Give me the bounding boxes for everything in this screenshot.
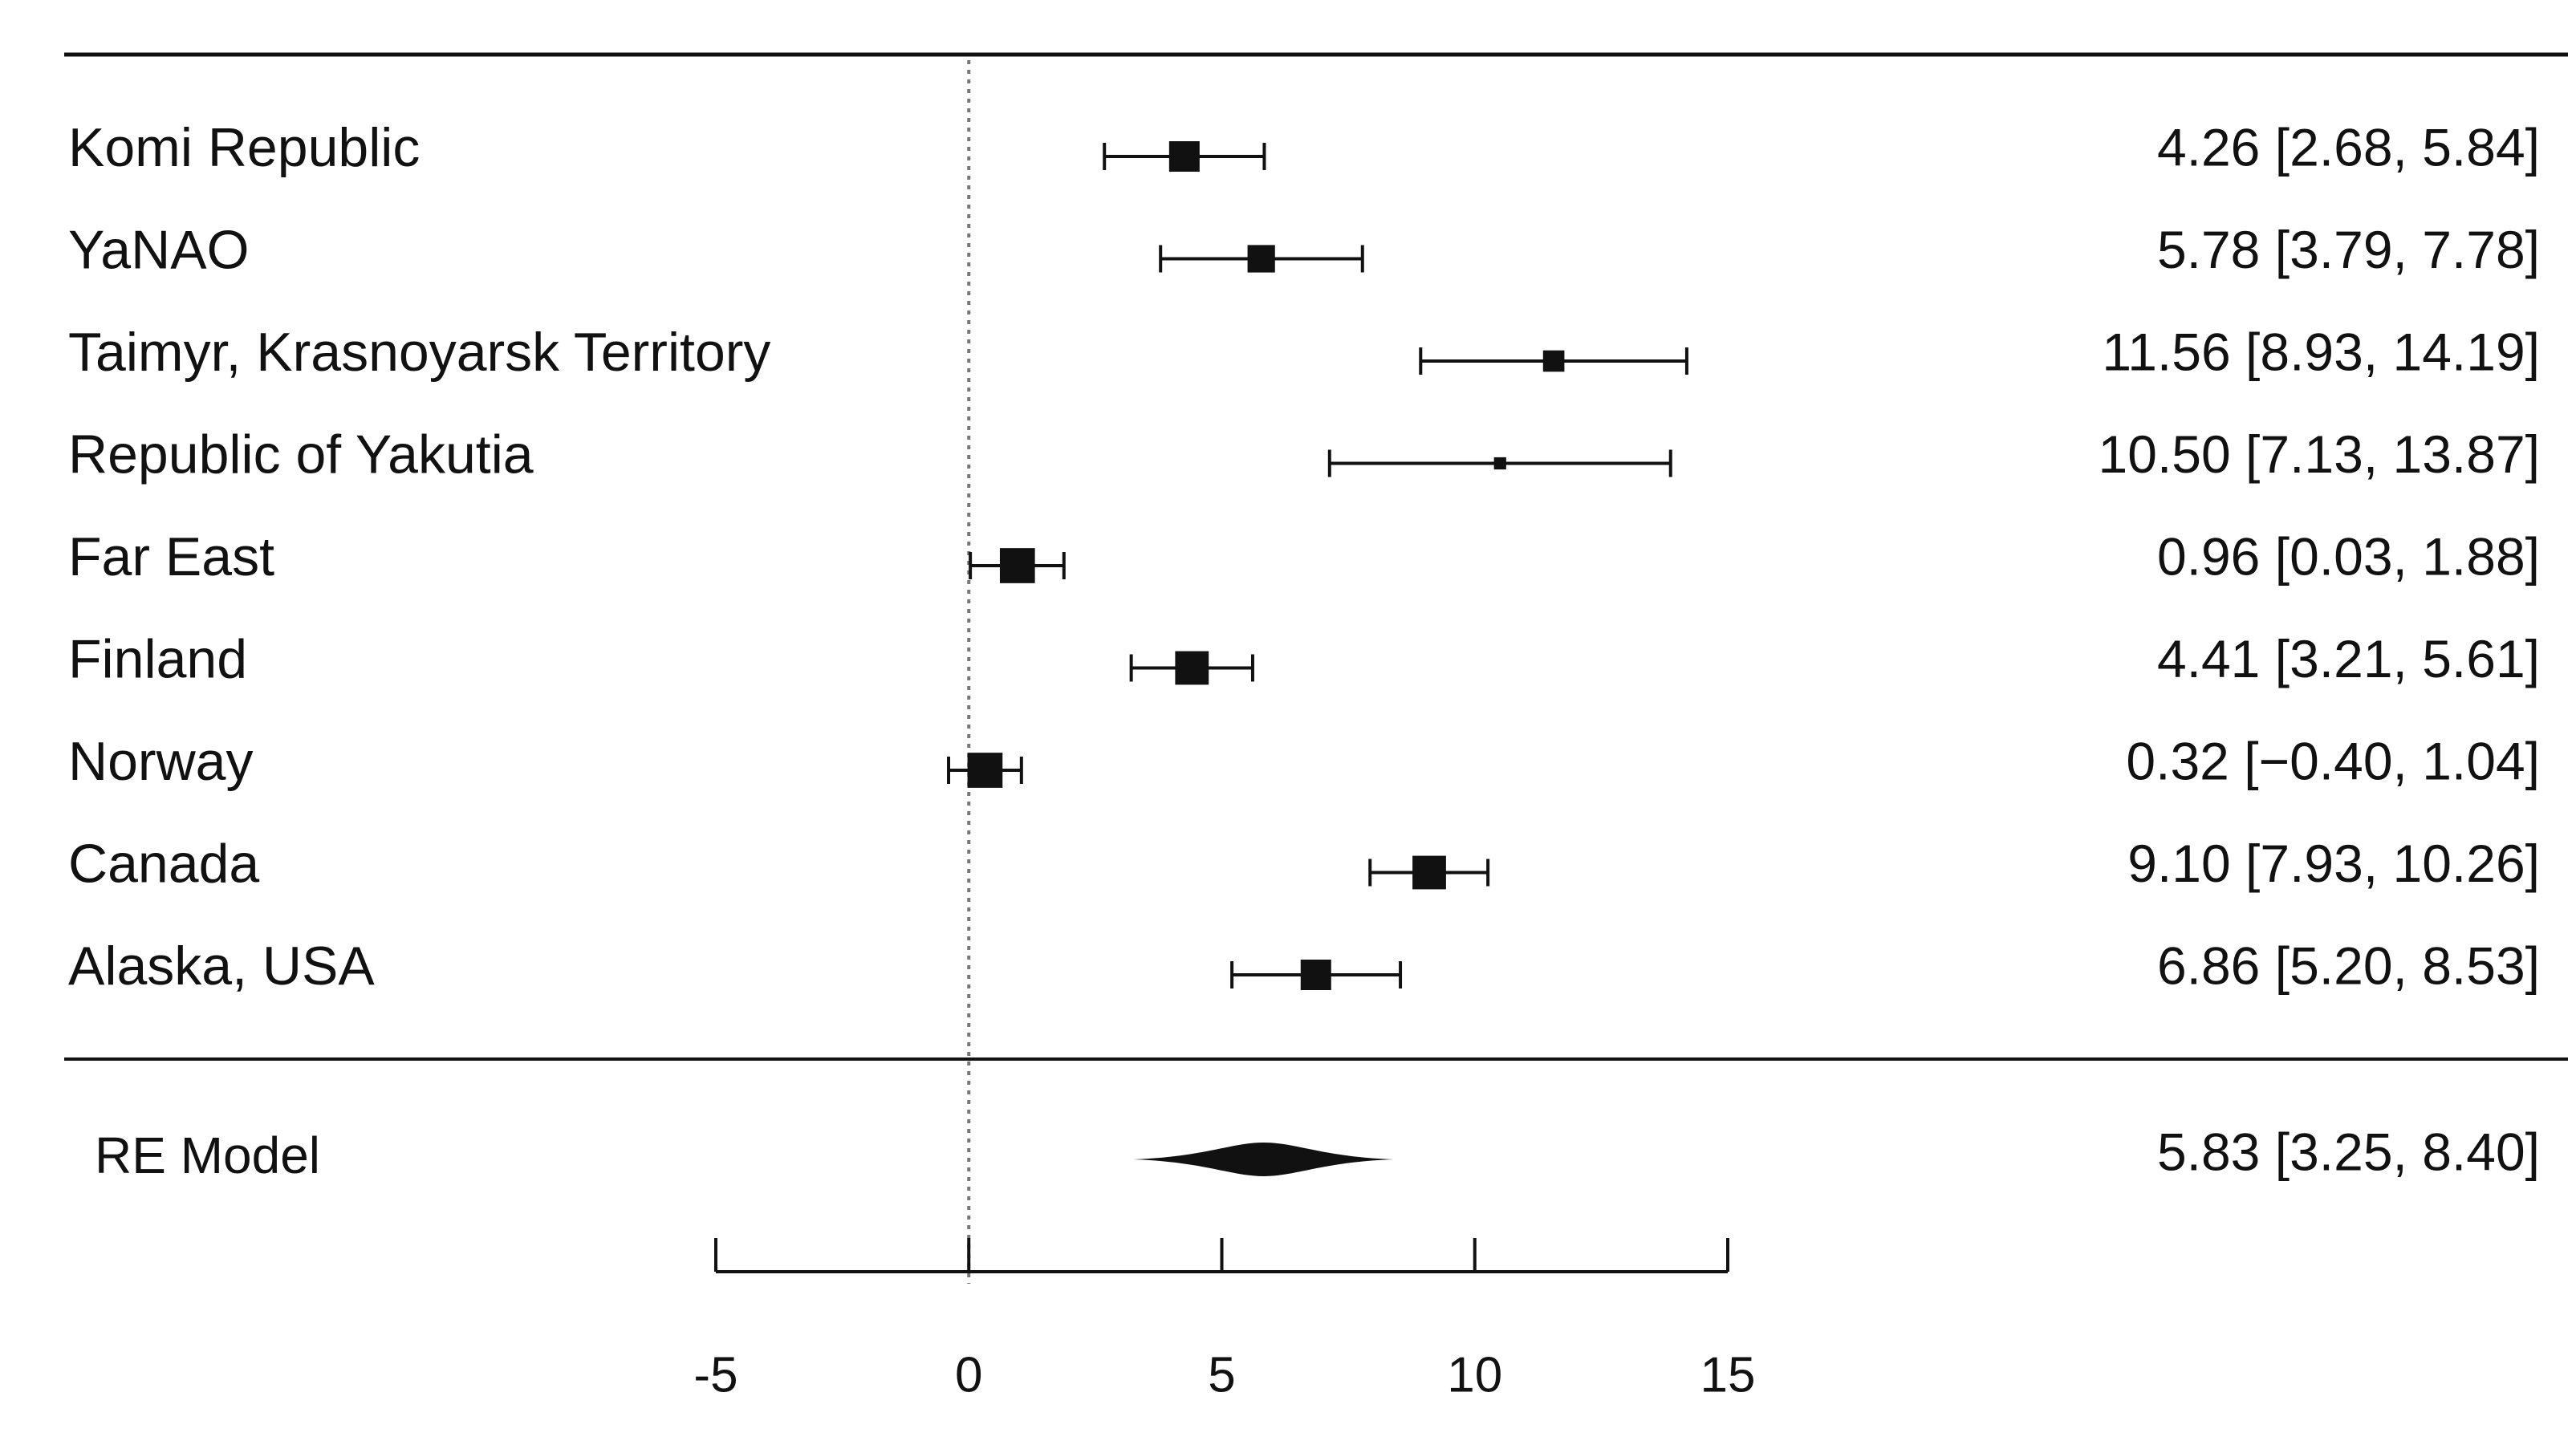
- x-tick-label: 5: [1208, 1347, 1235, 1402]
- study-row: Alaska, USA 6.86 [5.20, 8.53]: [68, 936, 2540, 997]
- summary-ci-text: 5.83 [3.25, 8.40]: [2157, 1122, 2540, 1181]
- summary-diamond: [1133, 1143, 1394, 1176]
- study-row: Far East 0.96 [0.03, 1.88]: [68, 526, 2540, 587]
- study-row: Taimyr, Krasnoyarsk Territory 11.56 [8.93…: [68, 322, 2540, 383]
- study-row: YaNAO 5.78 [3.79, 7.78]: [68, 219, 2540, 280]
- point-estimate-marker: [1493, 457, 1506, 470]
- ci-value-text: 5.78 [3.79, 7.78]: [2157, 220, 2540, 279]
- point-estimate-marker: [967, 753, 1003, 788]
- point-estimate-marker: [999, 548, 1035, 583]
- x-tick-label: 15: [1700, 1347, 1756, 1402]
- x-tick-label: 0: [955, 1347, 982, 1402]
- summary-label: RE Model: [95, 1126, 320, 1184]
- study-row: Finland 4.41 [3.21, 5.61]: [68, 628, 2540, 689]
- point-estimate-marker: [1247, 245, 1275, 273]
- ci-value-text: 11.56 [8.93, 14.19]: [2102, 322, 2540, 381]
- ci-value-text: 0.96 [0.03, 1.88]: [2157, 526, 2540, 586]
- summary-row: RE Model 5.83 [3.25, 8.40]: [95, 1122, 2540, 1183]
- x-tick-label: -5: [693, 1347, 737, 1402]
- study-rows: Komi Republic 4.26 [2.68, 5.84] YaNAO 5.78 …: [68, 117, 2540, 997]
- study-label: Komi Republic: [68, 117, 420, 178]
- ci-value-text: 9.10 [7.93, 10.26]: [2127, 834, 2540, 893]
- ci-value-text: 6.86 [5.20, 8.53]: [2157, 936, 2540, 995]
- study-row: Canada 9.10 [7.93, 10.26]: [68, 833, 2540, 894]
- study-label: Alaska, USA: [68, 936, 375, 997]
- study-row: Komi Republic 4.26 [2.68, 5.84]: [68, 117, 2540, 178]
- point-estimate-marker: [1168, 141, 1200, 172]
- point-estimate-marker: [1175, 651, 1209, 685]
- study-label: Canada: [68, 833, 259, 894]
- x-axis: -5 0 5 10 15: [693, 1238, 1755, 1402]
- ci-value-text: 4.26 [2.68, 5.84]: [2157, 117, 2540, 177]
- ci-value-text: 0.32 [−0.40, 1.04]: [2126, 731, 2540, 790]
- ci-value-text: 4.41 [3.21, 5.61]: [2157, 629, 2540, 688]
- study-row: Norway 0.32 [−0.40, 1.04]: [68, 731, 2540, 792]
- study-label: YaNAO: [68, 219, 249, 280]
- point-estimate-marker: [1542, 350, 1565, 372]
- study-label: Republic of Yakutia: [68, 424, 534, 485]
- x-tick-label: 10: [1447, 1347, 1502, 1402]
- study-label: Finland: [68, 628, 247, 689]
- point-estimate-marker: [1412, 855, 1446, 890]
- study-label: Far East: [68, 526, 274, 587]
- study-label: Taimyr, Krasnoyarsk Territory: [68, 322, 770, 383]
- point-estimate-marker: [1300, 960, 1331, 990]
- ci-value-text: 10.50 [7.13, 13.87]: [2099, 424, 2540, 484]
- study-row: Republic of Yakutia 10.50 [7.13, 13.87]: [68, 424, 2540, 485]
- study-label: Norway: [68, 731, 254, 792]
